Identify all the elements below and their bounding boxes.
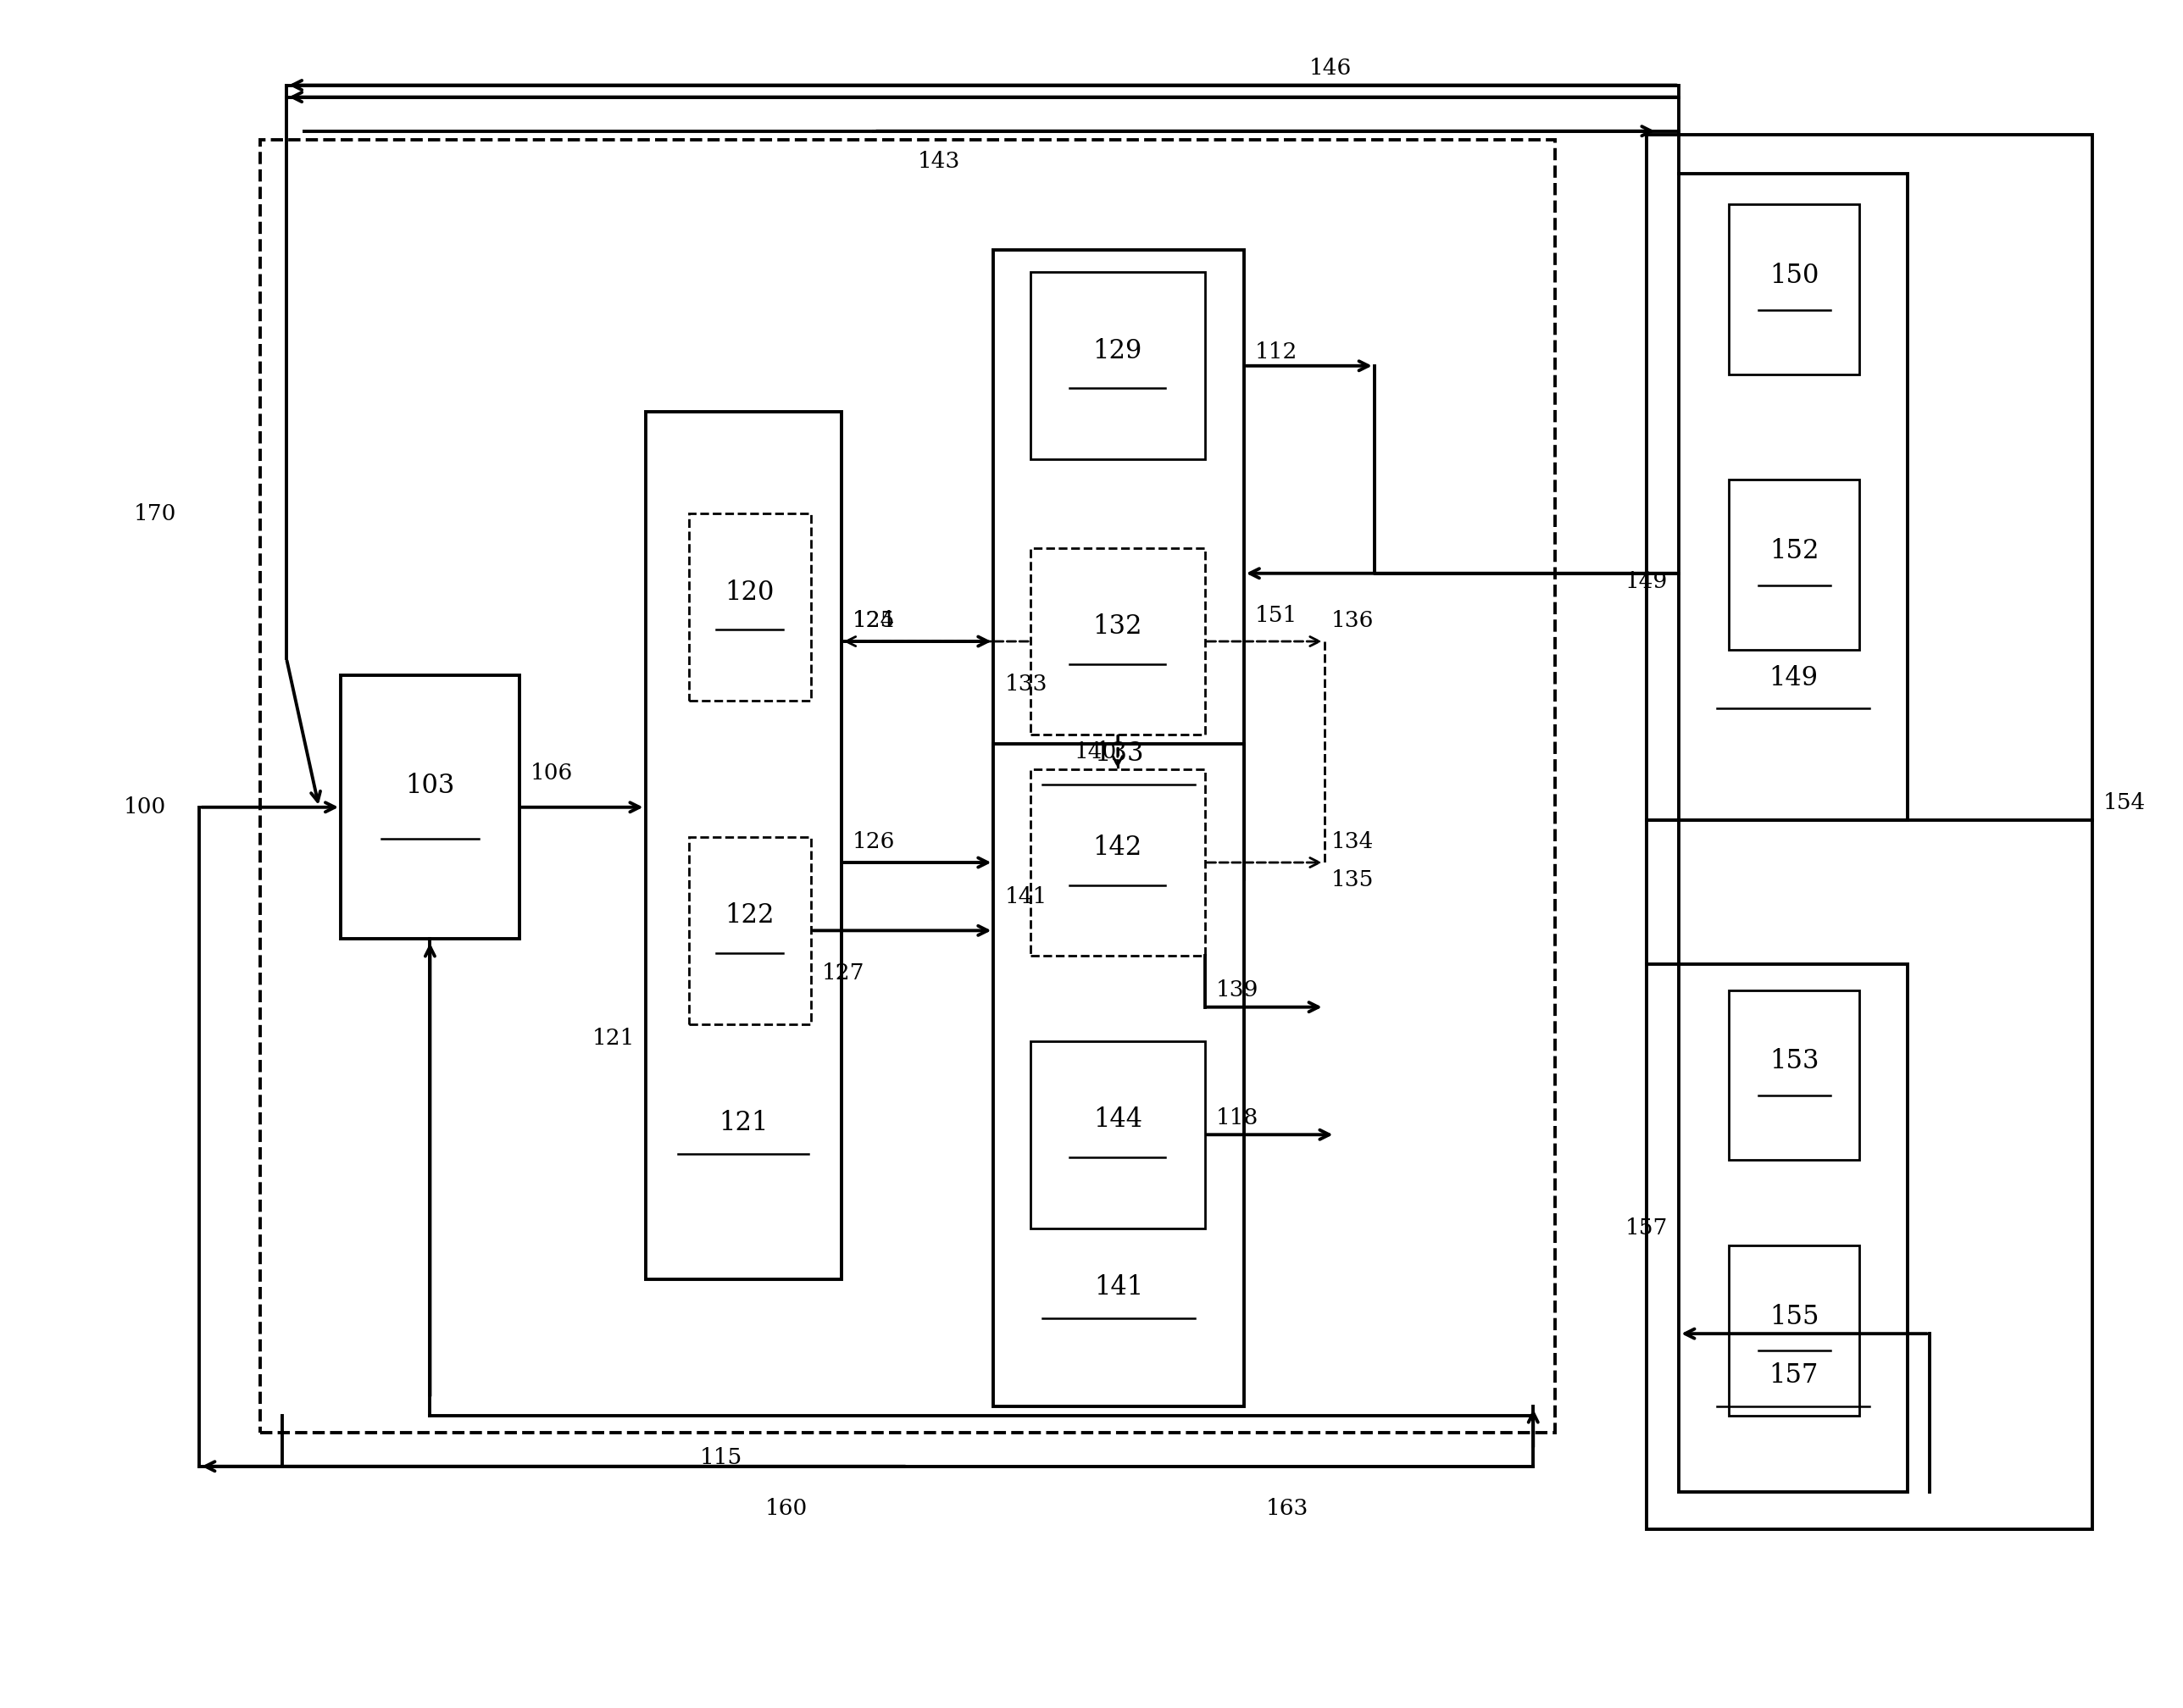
Text: 103: 103 bbox=[406, 774, 454, 799]
Bar bbox=[993, 743, 1244, 1407]
Text: 163: 163 bbox=[1266, 1498, 1308, 1520]
Bar bbox=[1729, 205, 1860, 374]
Bar bbox=[690, 514, 810, 700]
Text: 126: 126 bbox=[851, 832, 895, 852]
Bar bbox=[1679, 174, 1908, 820]
Text: 121: 121 bbox=[592, 1028, 635, 1049]
Text: 127: 127 bbox=[821, 963, 864, 984]
Text: 129: 129 bbox=[1094, 338, 1142, 364]
Bar bbox=[993, 249, 1244, 880]
Text: 125: 125 bbox=[851, 610, 895, 632]
Text: 115: 115 bbox=[701, 1447, 742, 1469]
Text: 140: 140 bbox=[1074, 741, 1118, 762]
Text: 100: 100 bbox=[122, 796, 166, 818]
Text: 132: 132 bbox=[1094, 613, 1142, 639]
Text: 152: 152 bbox=[1770, 538, 1818, 564]
Bar bbox=[1030, 769, 1205, 956]
Text: 160: 160 bbox=[764, 1498, 808, 1520]
Bar bbox=[1030, 1042, 1205, 1228]
Bar bbox=[1679, 965, 1908, 1491]
Text: 157: 157 bbox=[1768, 1363, 1818, 1389]
Text: 134: 134 bbox=[1332, 832, 1373, 852]
Text: 121: 121 bbox=[718, 1110, 768, 1136]
Bar bbox=[646, 412, 840, 1279]
Text: 133: 133 bbox=[1094, 741, 1144, 767]
Text: 120: 120 bbox=[725, 579, 775, 606]
Text: 136: 136 bbox=[1332, 610, 1373, 632]
Text: 150: 150 bbox=[1770, 263, 1818, 289]
Text: 112: 112 bbox=[1255, 342, 1297, 362]
Text: 155: 155 bbox=[1770, 1303, 1818, 1331]
Text: 143: 143 bbox=[917, 150, 961, 173]
Text: 149: 149 bbox=[1768, 664, 1818, 692]
Bar bbox=[1030, 548, 1205, 734]
Text: 141: 141 bbox=[1004, 886, 1048, 907]
Text: 122: 122 bbox=[725, 902, 775, 929]
Text: 142: 142 bbox=[1094, 835, 1142, 861]
Bar bbox=[341, 675, 520, 939]
Text: 139: 139 bbox=[1216, 979, 1257, 1001]
Text: 133: 133 bbox=[1004, 673, 1048, 695]
Text: 157: 157 bbox=[1626, 1218, 1668, 1238]
Text: 144: 144 bbox=[1094, 1107, 1142, 1132]
Bar bbox=[1030, 272, 1205, 459]
Text: 153: 153 bbox=[1770, 1049, 1818, 1074]
Text: 118: 118 bbox=[1216, 1107, 1257, 1129]
Text: 135: 135 bbox=[1332, 869, 1373, 890]
Bar bbox=[1729, 991, 1860, 1160]
Text: 106: 106 bbox=[530, 762, 572, 784]
Text: 154: 154 bbox=[2102, 793, 2146, 813]
Text: 146: 146 bbox=[1310, 58, 1351, 79]
Bar bbox=[260, 140, 1554, 1433]
Text: 151: 151 bbox=[1255, 605, 1297, 627]
Bar bbox=[1729, 1245, 1860, 1416]
Text: 124: 124 bbox=[851, 610, 895, 632]
Bar bbox=[1646, 135, 2093, 1529]
Bar bbox=[690, 837, 810, 1025]
Text: 170: 170 bbox=[133, 504, 177, 524]
Bar bbox=[1729, 480, 1860, 649]
Text: 141: 141 bbox=[1094, 1274, 1144, 1300]
Text: 149: 149 bbox=[1626, 570, 1668, 593]
